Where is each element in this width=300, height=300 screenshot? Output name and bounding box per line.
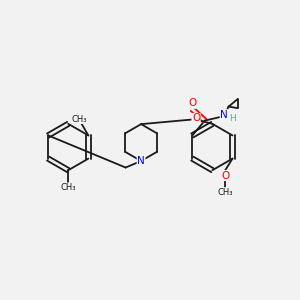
- Text: H: H: [230, 114, 236, 123]
- Text: CH₃: CH₃: [217, 188, 233, 197]
- Text: CH₃: CH₃: [61, 183, 76, 192]
- Text: N: N: [137, 156, 145, 166]
- Text: CH₃: CH₃: [72, 115, 87, 124]
- Text: O: O: [188, 98, 196, 108]
- Text: O: O: [192, 113, 200, 124]
- Text: N: N: [220, 110, 228, 120]
- Text: O: O: [221, 171, 229, 181]
